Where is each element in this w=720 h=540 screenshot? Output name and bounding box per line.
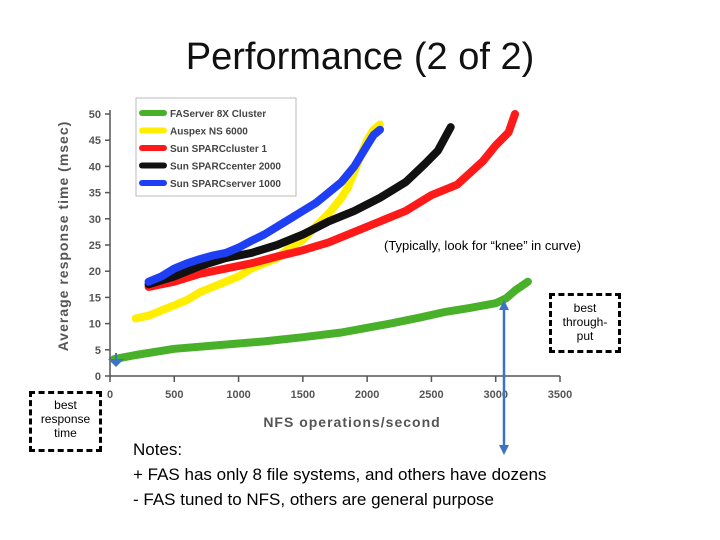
legend-label: Sun SPARCcenter 2000 bbox=[170, 162, 281, 173]
x-tick-label: 3500 bbox=[548, 389, 572, 401]
best-throughput-callout: best through- put bbox=[549, 293, 621, 353]
y-tick-label: 20 bbox=[89, 266, 101, 278]
series-line bbox=[144, 123, 455, 289]
throughput-arrow-down bbox=[499, 445, 509, 455]
notes-line: + FAS has only 8 file systems, and other… bbox=[133, 465, 547, 484]
y-tick-label: 45 bbox=[89, 135, 101, 147]
throughput-arrow-up bbox=[499, 300, 509, 310]
y-tick-label: 40 bbox=[89, 161, 101, 173]
y-axis-label: Average response time (msec) bbox=[55, 121, 71, 352]
x-tick-label: 2500 bbox=[419, 389, 443, 401]
guides bbox=[108, 300, 509, 455]
y-tick-label: 10 bbox=[89, 319, 101, 331]
y-tick-label: 30 bbox=[89, 214, 101, 226]
notes-block: Notes: + FAS has only 8 file systems, an… bbox=[133, 437, 546, 512]
series-line bbox=[144, 110, 519, 291]
callout-line: through- bbox=[562, 315, 608, 329]
y-tick-label: 0 bbox=[95, 371, 101, 383]
notes-line: - FAS tuned to NFS, others are general p… bbox=[133, 490, 494, 509]
knee-annotation: (Typically, look for “knee” in curve) bbox=[384, 238, 581, 253]
callout-line: best bbox=[54, 398, 77, 412]
legend-label: Auspex NS 6000 bbox=[170, 127, 248, 138]
series-layer bbox=[109, 110, 532, 364]
x-axis-label: NFS operations/second bbox=[263, 414, 440, 430]
series-line bbox=[109, 277, 532, 364]
x-tick-label: 0 bbox=[107, 389, 113, 401]
y-tick-label: 5 bbox=[95, 345, 101, 357]
callout-line: response bbox=[40, 412, 91, 426]
x-tick-label: 1500 bbox=[291, 389, 315, 401]
x-tick-label: 2000 bbox=[355, 389, 379, 401]
x-tick-label: 3000 bbox=[483, 389, 507, 401]
y-tick-label: 25 bbox=[89, 240, 101, 252]
slide-title: Performance (2 of 2) bbox=[185, 36, 535, 78]
legend-label: Sun SPARCcluster 1 bbox=[170, 144, 267, 155]
y-tick-label: 50 bbox=[89, 109, 101, 121]
callout-line: time bbox=[54, 426, 77, 440]
callout-line: best bbox=[573, 301, 597, 315]
legend-label: Sun SPARCserver 1000 bbox=[170, 179, 281, 190]
y-tick-label: 15 bbox=[89, 292, 101, 304]
callout-line: put bbox=[576, 329, 594, 343]
x-tick-label: 1000 bbox=[226, 389, 250, 401]
notes-line: Notes: bbox=[133, 440, 183, 459]
legend-label: FAServer 8X Cluster bbox=[170, 109, 266, 120]
y-tick-label: 35 bbox=[89, 188, 101, 200]
legend: FAServer 8X Cluster Auspex NS 6000 Sun SPA… bbox=[135, 97, 297, 197]
best-response-time-callout: best response time bbox=[29, 391, 102, 452]
series-line bbox=[144, 125, 384, 286]
x-tick-label: 500 bbox=[165, 389, 183, 401]
